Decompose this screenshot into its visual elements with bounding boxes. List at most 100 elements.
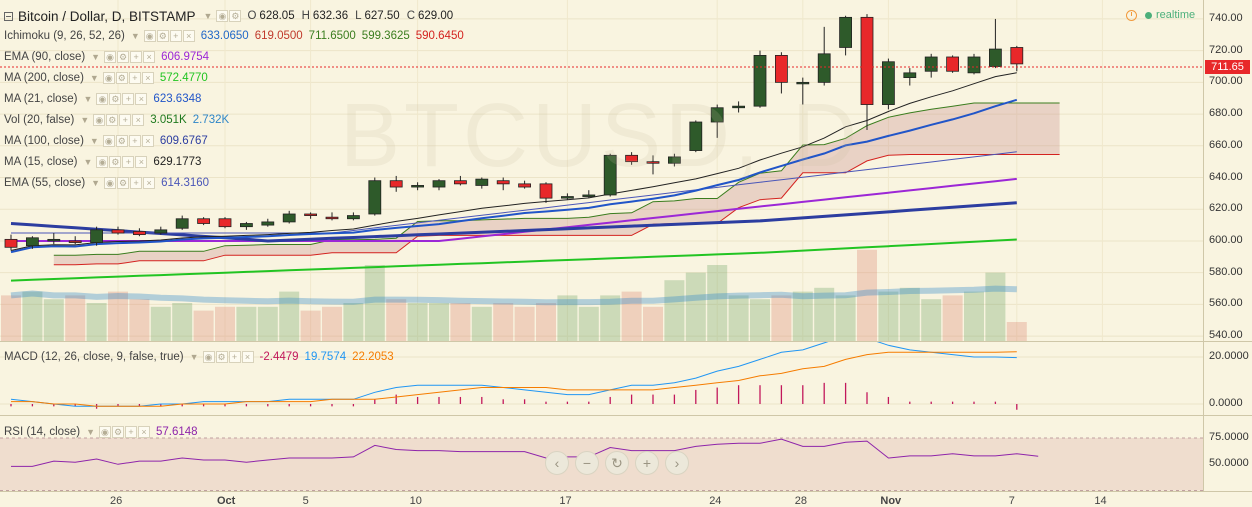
indicator-name[interactable]: MA (200, close)	[4, 72, 84, 84]
eye-icon[interactable]: ◉	[96, 93, 109, 105]
close-icon[interactable]: ×	[132, 114, 145, 126]
close-icon[interactable]: ×	[241, 351, 254, 363]
close-icon[interactable]: ×	[182, 30, 195, 42]
zoom-out-button[interactable]: −	[575, 451, 599, 475]
add-icon[interactable]: +	[130, 51, 143, 63]
settings-icon[interactable]: ⚙	[109, 93, 122, 105]
eye-icon[interactable]: ◉	[96, 156, 109, 168]
eye-icon[interactable]: ◉	[202, 351, 215, 363]
candle-body	[710, 107, 724, 123]
eye-icon[interactable]: ◉	[216, 10, 229, 22]
indicator-legend-row[interactable]: EMA (55, close) ▼ ◉ ⚙ + × 614.3160	[4, 174, 215, 192]
macd-legend[interactable]: MACD (12, 26, close, 9, false, true) ▼ ◉…	[4, 348, 400, 366]
symbol-title[interactable]: Bitcoin / Dollar, D, BITSTAMP	[18, 8, 196, 24]
eye-icon[interactable]: ◉	[143, 30, 156, 42]
chevron-down-icon[interactable]: ▼	[86, 427, 95, 437]
indicator-name[interactable]: EMA (90, close)	[4, 51, 86, 63]
volume-bar	[578, 306, 599, 341]
settings-icon[interactable]: ⚙	[115, 135, 128, 147]
settings-icon[interactable]: ⚙	[156, 30, 169, 42]
rsi-name[interactable]: RSI (14, close)	[4, 426, 81, 438]
indicator-legend-row[interactable]: MA (100, close) ▼ ◉ ⚙ + × 609.6767	[4, 132, 214, 150]
collapse-icon[interactable]	[4, 11, 13, 21]
date-axis-label: 17	[559, 495, 572, 507]
chevron-down-icon[interactable]: ▼	[91, 52, 101, 62]
volume-bar	[899, 287, 920, 341]
rsi-chart[interactable]	[0, 416, 1203, 491]
close-icon[interactable]: ×	[141, 135, 154, 147]
chevron-down-icon[interactable]: ▼	[83, 157, 93, 167]
add-icon[interactable]: +	[122, 93, 135, 105]
eye-icon[interactable]: ◉	[102, 135, 115, 147]
chevron-down-icon[interactable]: ▼	[91, 178, 101, 188]
add-icon[interactable]: +	[122, 156, 135, 168]
indicator-name[interactable]: EMA (55, close)	[4, 177, 86, 189]
settings-icon[interactable]: ⚙	[117, 177, 130, 189]
eye-icon[interactable]: ◉	[102, 72, 115, 84]
close-label: C	[406, 10, 416, 22]
volume-bar	[65, 295, 86, 341]
chevron-down-icon[interactable]: ▼	[80, 115, 90, 125]
eye-icon[interactable]: ◉	[98, 426, 111, 438]
add-icon[interactable]: +	[169, 30, 182, 42]
settings-icon[interactable]: ⚙	[111, 426, 124, 438]
settings-icon[interactable]: ⚙	[115, 72, 128, 84]
close-icon[interactable]: ×	[143, 177, 156, 189]
indicator-legend-row[interactable]: Vol (20, false) ▼ ◉ ⚙ + × 3.051K 2.732K	[4, 111, 235, 129]
add-icon[interactable]: +	[119, 114, 132, 126]
realtime-status[interactable]: realtime	[1126, 9, 1195, 21]
settings-icon[interactable]: ⚙	[229, 10, 242, 22]
chevron-down-icon[interactable]: ▼	[83, 94, 93, 104]
chevron-down-icon[interactable]: ▼	[189, 352, 199, 362]
indicator-legend-row[interactable]: EMA (90, close) ▼ ◉ ⚙ + × 606.9754	[4, 48, 215, 66]
rsi-legend[interactable]: RSI (14, close) ▼ ◉ ⚙ + × 57.6148	[4, 423, 204, 441]
close-icon[interactable]: ×	[135, 156, 148, 168]
chevron-down-icon[interactable]: ▼	[203, 11, 213, 21]
close-icon[interactable]: ×	[143, 51, 156, 63]
add-icon[interactable]: +	[128, 135, 141, 147]
indicator-legend-row[interactable]: Ichimoku (9, 26, 52, 26) ▼ ◉ ⚙ + × 633.0650 619…	[4, 27, 470, 45]
pane-divider[interactable]	[0, 341, 1252, 342]
eye-icon[interactable]: ◉	[104, 177, 117, 189]
price-axis-divider	[1203, 0, 1204, 491]
chevron-down-icon[interactable]: ▼	[89, 136, 99, 146]
price-chart[interactable]	[0, 0, 1203, 341]
chevron-down-icon[interactable]: ▼	[89, 73, 99, 83]
indicator-name[interactable]: Ichimoku (9, 26, 52, 26)	[4, 30, 125, 42]
indicator-legend-row[interactable]: MA (200, close) ▼ ◉ ⚙ + × 572.4770	[4, 69, 214, 87]
close-icon[interactable]: ×	[137, 426, 150, 438]
scroll-forward-button[interactable]: ›	[665, 451, 689, 475]
candle-body	[967, 56, 981, 74]
main-price-pane[interactable]	[0, 0, 1203, 341]
clock-icon[interactable]	[1126, 9, 1137, 21]
settings-icon[interactable]: ⚙	[109, 156, 122, 168]
chevron-down-icon[interactable]: ▼	[130, 31, 140, 41]
settings-icon[interactable]: ⚙	[106, 114, 119, 126]
indicator-legend-row[interactable]: MA (15, close) ▼ ◉ ⚙ + × 629.1773	[4, 153, 207, 171]
eye-icon[interactable]: ◉	[104, 51, 117, 63]
date-axis-label: Nov	[880, 495, 902, 507]
indicator-value: 606.9754	[161, 51, 210, 63]
zoom-in-button[interactable]: +	[635, 451, 659, 475]
add-icon[interactable]: +	[228, 351, 241, 363]
indicator-legend-row[interactable]: MA (21, close) ▼ ◉ ⚙ + × 623.6348	[4, 90, 207, 108]
macd-name[interactable]: MACD (12, 26, close, 9, false, true)	[4, 351, 184, 363]
eye-icon[interactable]: ◉	[93, 114, 106, 126]
rsi-pane[interactable]	[0, 416, 1203, 491]
indicator-name[interactable]: MA (21, close)	[4, 93, 78, 105]
scroll-back-button[interactable]: ‹	[545, 451, 569, 475]
pane-divider[interactable]	[0, 415, 1252, 416]
close-icon[interactable]: ×	[135, 93, 148, 105]
add-icon[interactable]: +	[128, 72, 141, 84]
settings-icon[interactable]: ⚙	[215, 351, 228, 363]
add-icon[interactable]: +	[124, 426, 137, 438]
reset-chart-button[interactable]: ↻	[605, 451, 629, 475]
candle-body	[496, 180, 510, 185]
close-icon[interactable]: ×	[141, 72, 154, 84]
settings-icon[interactable]: ⚙	[117, 51, 130, 63]
indicator-name[interactable]: MA (15, close)	[4, 156, 78, 168]
indicator-name[interactable]: Vol (20, false)	[4, 114, 75, 126]
add-icon[interactable]: +	[130, 177, 143, 189]
indicator-name[interactable]: MA (100, close)	[4, 135, 84, 147]
candle-body	[175, 218, 189, 229]
